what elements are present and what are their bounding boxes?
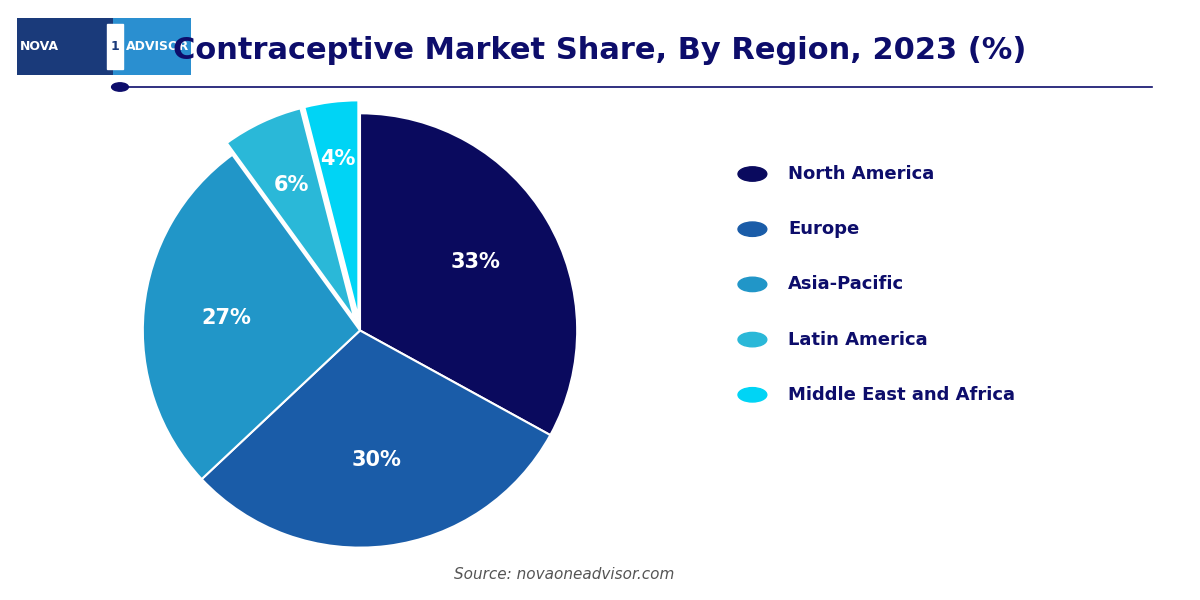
- Text: ADVISOR: ADVISOR: [126, 40, 190, 53]
- Wedge shape: [360, 113, 577, 435]
- Wedge shape: [202, 331, 551, 548]
- Text: Source: novaoneadvisor.com: Source: novaoneadvisor.com: [454, 567, 674, 582]
- Text: Asia-Pacific: Asia-Pacific: [788, 275, 905, 293]
- Text: 30%: 30%: [352, 450, 401, 470]
- Text: 6%: 6%: [274, 175, 310, 196]
- Text: 27%: 27%: [202, 308, 251, 328]
- Text: 33%: 33%: [451, 252, 500, 272]
- Bar: [107, 23, 122, 69]
- Text: NOVA: NOVA: [20, 40, 59, 53]
- Wedge shape: [305, 100, 359, 317]
- Text: 4%: 4%: [320, 149, 356, 169]
- Wedge shape: [227, 109, 354, 319]
- Text: 1: 1: [110, 40, 120, 53]
- Bar: [113, 18, 191, 75]
- Text: Contraceptive Market Share, By Region, 2023 (%): Contraceptive Market Share, By Region, 2…: [173, 36, 1027, 65]
- Text: Latin America: Latin America: [788, 331, 928, 349]
- Text: Middle East and Africa: Middle East and Africa: [788, 386, 1015, 404]
- Bar: [17, 18, 113, 75]
- Text: Europe: Europe: [788, 220, 859, 238]
- Wedge shape: [143, 155, 360, 479]
- Text: North America: North America: [788, 165, 935, 183]
